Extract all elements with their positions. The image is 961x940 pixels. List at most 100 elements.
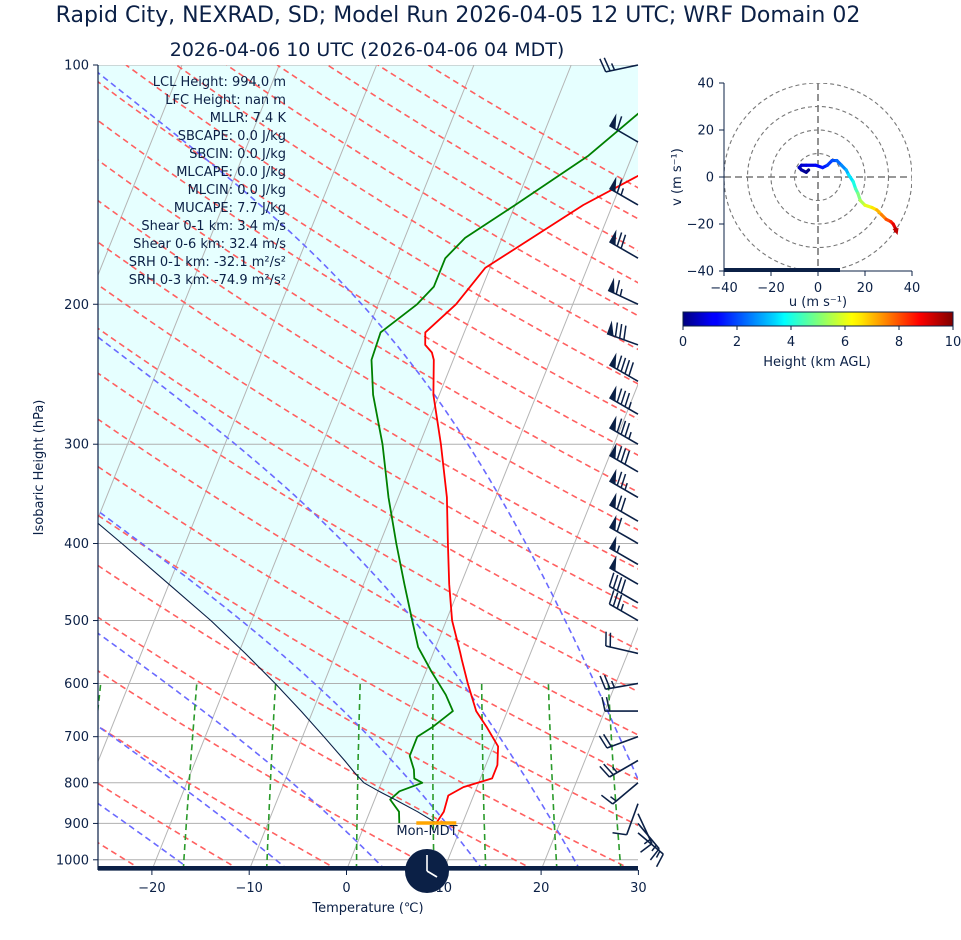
y-axis-label: Isobaric Height (hPa)	[32, 400, 47, 536]
wind-barb-flag	[625, 360, 629, 374]
wind-barb-shaft	[609, 455, 638, 472]
wind-barb	[609, 230, 638, 259]
wind-barb	[609, 469, 638, 498]
hodograph-y-label: v (m s⁻¹)	[670, 148, 685, 206]
colorbar-tick-label: 2	[733, 335, 741, 350]
wind-barb-flag	[613, 833, 627, 835]
sounding-stat-line: SRH 0-1 km: -32.1 m²/s²	[129, 255, 286, 270]
x-axis-label: Temperature (℃)	[311, 901, 423, 916]
wind-barb	[609, 353, 638, 382]
wind-barb-flag	[605, 675, 610, 688]
colorbar-tick-label: 8	[895, 335, 903, 350]
wind-barb	[609, 573, 638, 603]
wind-barb-flag	[615, 323, 617, 337]
y-tick-label: 600	[64, 677, 89, 692]
hodograph-x-tick-label: 40	[904, 281, 921, 296]
wind-barb-shaft	[606, 646, 638, 653]
wind-barb-flag	[625, 393, 629, 407]
sounding-stat-line: MUCAPE: 7.7 J/kg	[174, 201, 286, 216]
wind-barb-flag	[609, 590, 613, 604]
hodograph-bottom-bar	[724, 268, 840, 272]
wind-barb-shaft	[609, 505, 638, 522]
x-tick-label: 20	[533, 881, 550, 896]
hodograph-end-marker	[893, 228, 899, 235]
wind-barb-flag	[617, 595, 621, 609]
sounding-stat-line: MLCAPE: 0.0 J/kg	[176, 165, 286, 180]
sounding-stat-line: LFC Height: nan m	[165, 93, 286, 108]
wind-barb-pennant	[607, 320, 614, 336]
wind-barb-halfflag	[621, 188, 623, 195]
wind-barb	[609, 536, 638, 565]
wind-barb-flag	[621, 579, 625, 593]
hodograph-y-tick-label: −40	[687, 265, 714, 280]
wind-barb-shaft	[609, 365, 638, 382]
wind-barb-flag	[617, 577, 621, 591]
wind-barb	[608, 278, 638, 305]
wind-barb-halfflag	[629, 432, 631, 439]
x-tick-label: −20	[138, 881, 165, 896]
mixing-ratio-line	[183, 684, 197, 871]
y-tick-label: 300	[64, 438, 89, 453]
wind-barb-flag	[621, 391, 625, 405]
wind-barb	[609, 386, 638, 415]
y-tick-label: 400	[64, 537, 89, 552]
wind-barb	[609, 493, 638, 522]
wind-barb-flag	[617, 233, 621, 247]
sounding-stat-line: MLLR: 7.4 K	[210, 111, 287, 126]
hodograph-x-tick-label: −20	[757, 281, 784, 296]
wind-barb-flag	[625, 451, 629, 465]
wind-barb-shaft	[609, 428, 638, 445]
wind-barb-halfflag	[629, 402, 631, 409]
colorbar-tick-label: 6	[841, 335, 849, 350]
hodograph-y-tick-label: 0	[706, 171, 714, 186]
sounding-stat-line: LCL Height: 994.0 m	[153, 75, 286, 90]
y-tick-label: 900	[64, 817, 89, 832]
wind-barb-shaft	[613, 783, 638, 804]
wind-barb	[609, 556, 638, 585]
wind-barb	[600, 760, 638, 777]
wind-barb	[600, 675, 638, 689]
isotherm-gridline	[638, 65, 960, 870]
colorbar-tick-label: 10	[945, 335, 961, 350]
wind-barb	[609, 443, 638, 472]
wind-barb-shaft	[609, 242, 638, 259]
wind-barb-flag	[621, 358, 625, 372]
colorbar-tick-label: 4	[787, 335, 795, 350]
wind-barb-flag	[600, 676, 605, 689]
wind-barb-flag	[613, 593, 617, 607]
wind-barb-flag	[620, 324, 622, 338]
wind-barb-halfflag	[625, 483, 627, 490]
wind-barb-flag	[617, 389, 621, 403]
hodograph-x-label: u (m s⁻¹)	[789, 295, 847, 310]
y-tick-label: 500	[64, 614, 89, 629]
wind-barb-flag	[617, 446, 621, 460]
hodograph-x-tick-label: −40	[710, 281, 737, 296]
wind-barb-flag	[609, 573, 613, 587]
wind-barb-halfflag	[621, 604, 623, 611]
wind-barb-halfflag	[617, 546, 619, 553]
x-tick-label: −10	[235, 881, 262, 896]
x-tick-label: 0	[342, 881, 350, 896]
wind-barb-flag	[621, 421, 625, 435]
isotherm-gridline	[736, 65, 961, 870]
colorbar-tick-label: 0	[679, 335, 687, 350]
colorbar-label: Height (km AGL)	[763, 355, 871, 370]
wind-barb-halfflag	[612, 681, 615, 688]
hodograph-plot-area	[724, 83, 912, 271]
sounding-stat-line: SBCIN: 0.0 J/kg	[189, 147, 286, 162]
wind-barb-flag	[641, 844, 652, 853]
skewt-background	[0, 65, 961, 870]
height-colorbar: 0 2 4 6 8 10 Height (km AGL)	[679, 312, 961, 370]
sounding-stat-line: Shear 0-1 km: 3.4 m/s	[141, 219, 286, 234]
wind-barb-flag	[629, 362, 633, 376]
wind-barb-flag	[625, 423, 629, 437]
y-tick-label: 100	[64, 59, 89, 74]
surface-bar	[98, 866, 638, 870]
figure-title: Rapid City, NEXRAD, SD; Model Run 2026-0…	[56, 3, 861, 28]
sounding-stat-line: SRH 0-3 km: -74.9 m²/s²	[129, 273, 286, 288]
wind-barb	[606, 632, 638, 654]
y-tick-label: 1000	[56, 853, 89, 868]
